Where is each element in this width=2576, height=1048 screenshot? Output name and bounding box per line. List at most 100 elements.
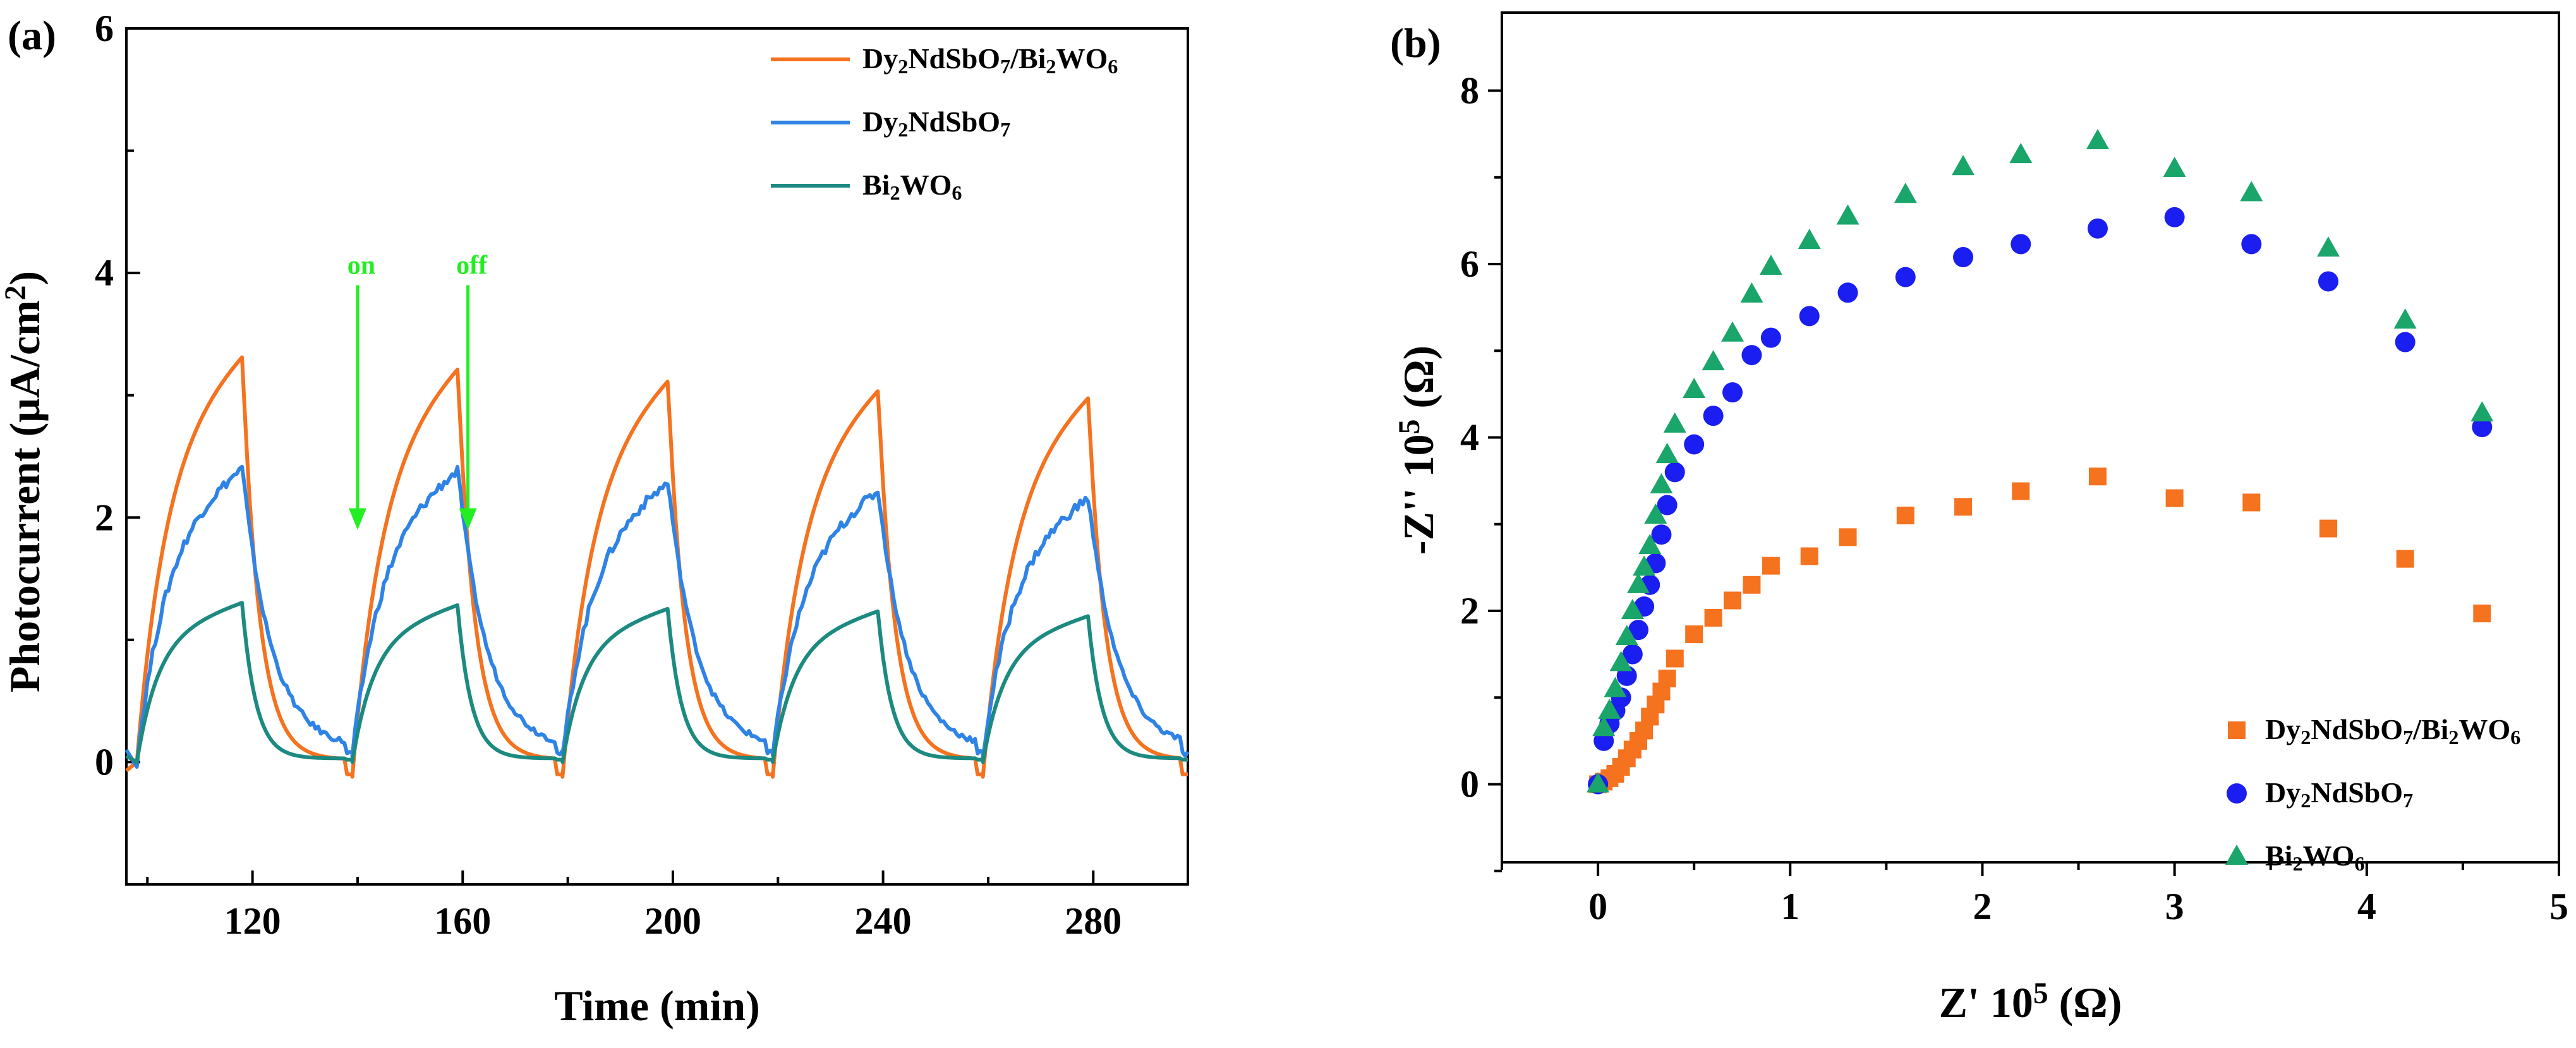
legend-entry-3-part: WO	[900, 169, 952, 201]
data-point	[2395, 332, 2416, 352]
legend-entry-1-part: /Bi	[1010, 42, 1046, 75]
data-point	[1704, 608, 1722, 627]
data-point	[2472, 417, 2493, 438]
data-point	[2316, 236, 2340, 257]
legend-entry-1-part: 2	[2301, 726, 2311, 749]
data-point	[1592, 716, 1616, 737]
legend-entry-1-part: WO	[2459, 713, 2511, 745]
legend-entry-1: Dy2NdSbO7/Bi2WO6	[2265, 713, 2520, 749]
data-point	[1666, 649, 1684, 668]
legend-entry-3-part: Bi	[2265, 840, 2293, 872]
x-axis-label-part: 5	[2033, 977, 2048, 1010]
data-point	[2165, 489, 2184, 507]
legend-entry-1-part: 7	[1000, 55, 1010, 78]
data-point	[1703, 406, 1724, 426]
data-point	[1604, 677, 1627, 697]
data-point	[1609, 651, 1633, 672]
data-point	[1837, 282, 1858, 303]
legend-entry-3-part: Bi	[862, 169, 890, 201]
data-point	[2470, 401, 2494, 422]
panel-a-axes-frame	[125, 27, 1189, 886]
data-point	[1644, 503, 1667, 524]
data-point	[1702, 350, 1725, 371]
data-point	[1638, 534, 1662, 555]
data-point	[1954, 498, 1973, 516]
legend-entry-1-part: 2	[2448, 726, 2458, 749]
data-point	[1622, 644, 1643, 665]
data-point	[1650, 473, 1673, 493]
data-point	[1836, 204, 1859, 225]
x-tick-label: 5	[2549, 886, 2568, 927]
series-line-3	[125, 601, 1188, 764]
data-point	[1953, 247, 1974, 268]
legend-entry-3-part: 6	[2354, 852, 2364, 875]
y-axis-label-part: A/cm	[1, 300, 49, 398]
legend-entry-1-part: /Bi	[2412, 713, 2448, 745]
legend-entry-2: Dy2NdSbO7	[862, 105, 1010, 141]
legend-entry-3-part: WO	[2303, 840, 2355, 872]
data-point	[1628, 620, 1648, 641]
series-line-1	[125, 355, 1188, 779]
annotation-off: off	[456, 251, 488, 280]
data-point	[1658, 670, 1676, 688]
x-tick-label: 0	[1588, 886, 1607, 927]
data-point	[1657, 495, 1678, 515]
x-axis-label-part: Z' 10	[1939, 979, 2033, 1027]
annotation-arrow-head	[348, 508, 366, 530]
y-tick-label: 6	[95, 8, 114, 49]
data-point	[2396, 550, 2414, 568]
legend-entry-1-part: Dy	[2265, 713, 2301, 745]
legend-entry-2-part: Dy	[2265, 776, 2301, 809]
y-axis-label-part: 5	[1393, 419, 1426, 435]
data-point	[2241, 234, 2262, 255]
legend-marker-1	[2228, 721, 2246, 739]
x-tick-label: 120	[224, 900, 281, 942]
legend-entry-1-part: WO	[1056, 42, 1108, 75]
y-tick-label: 4	[1460, 417, 1479, 459]
data-point	[1621, 598, 1644, 619]
data-point	[1626, 572, 1650, 593]
y-axis-label: Photocurrent (μA/cm2)	[0, 271, 49, 692]
legend-entry-1-part: Dy	[862, 42, 898, 75]
data-point	[2318, 271, 2338, 292]
x-tick-label: 3	[2165, 886, 2184, 927]
y-tick-label: 0	[95, 741, 114, 783]
data-point	[1683, 378, 1706, 399]
y-tick-label: 0	[1460, 763, 1479, 805]
data-point	[1740, 282, 1763, 303]
x-axis-label: Z' 105 (Ω)	[1939, 977, 2122, 1027]
series-line-2	[124, 464, 1190, 769]
y-axis-label-group: Photocurrent (μA/cm2)	[0, 271, 49, 692]
legend-entry-2-part: Dy	[862, 105, 898, 138]
legend-entry-2-part: 7	[1000, 118, 1010, 141]
panel-b-label: (b)	[1390, 20, 1441, 66]
data-point	[1633, 555, 1656, 576]
data-point	[2473, 605, 2491, 623]
legend-entry-1-part: 7	[2403, 726, 2413, 749]
data-point	[1587, 772, 1610, 793]
data-point	[2319, 519, 2337, 538]
series-markers-3	[1587, 129, 2494, 793]
legend-marker-2	[2227, 783, 2247, 804]
series-markers-1	[1589, 467, 2491, 793]
data-point	[1615, 625, 1638, 646]
data-point	[1685, 625, 1703, 644]
data-point	[1759, 255, 1782, 275]
x-tick-label: 240	[855, 900, 912, 942]
data-point	[2011, 234, 2031, 255]
legend-entry-2-part: NdSbO	[908, 105, 1000, 138]
panel-a-photocurrent-chart: 120 160 200 240 280 0 2 4 6 (a) Time (min) Photocur…	[0, 8, 1190, 1030]
data-point	[1663, 412, 1686, 433]
y-axis-label-part: )	[1, 271, 49, 286]
legend-entry-1-part: 2	[898, 55, 908, 78]
x-axis-label: Time (min)	[554, 982, 760, 1030]
legend-entry-2-part: 2	[2301, 789, 2311, 812]
data-point	[1684, 434, 1705, 455]
data-point	[2163, 157, 2186, 178]
legend-entry-3-part: 6	[952, 181, 962, 204]
x-tick-label: 4	[2357, 886, 2376, 927]
data-point	[1743, 575, 1761, 594]
annotation-on: on	[348, 251, 375, 280]
